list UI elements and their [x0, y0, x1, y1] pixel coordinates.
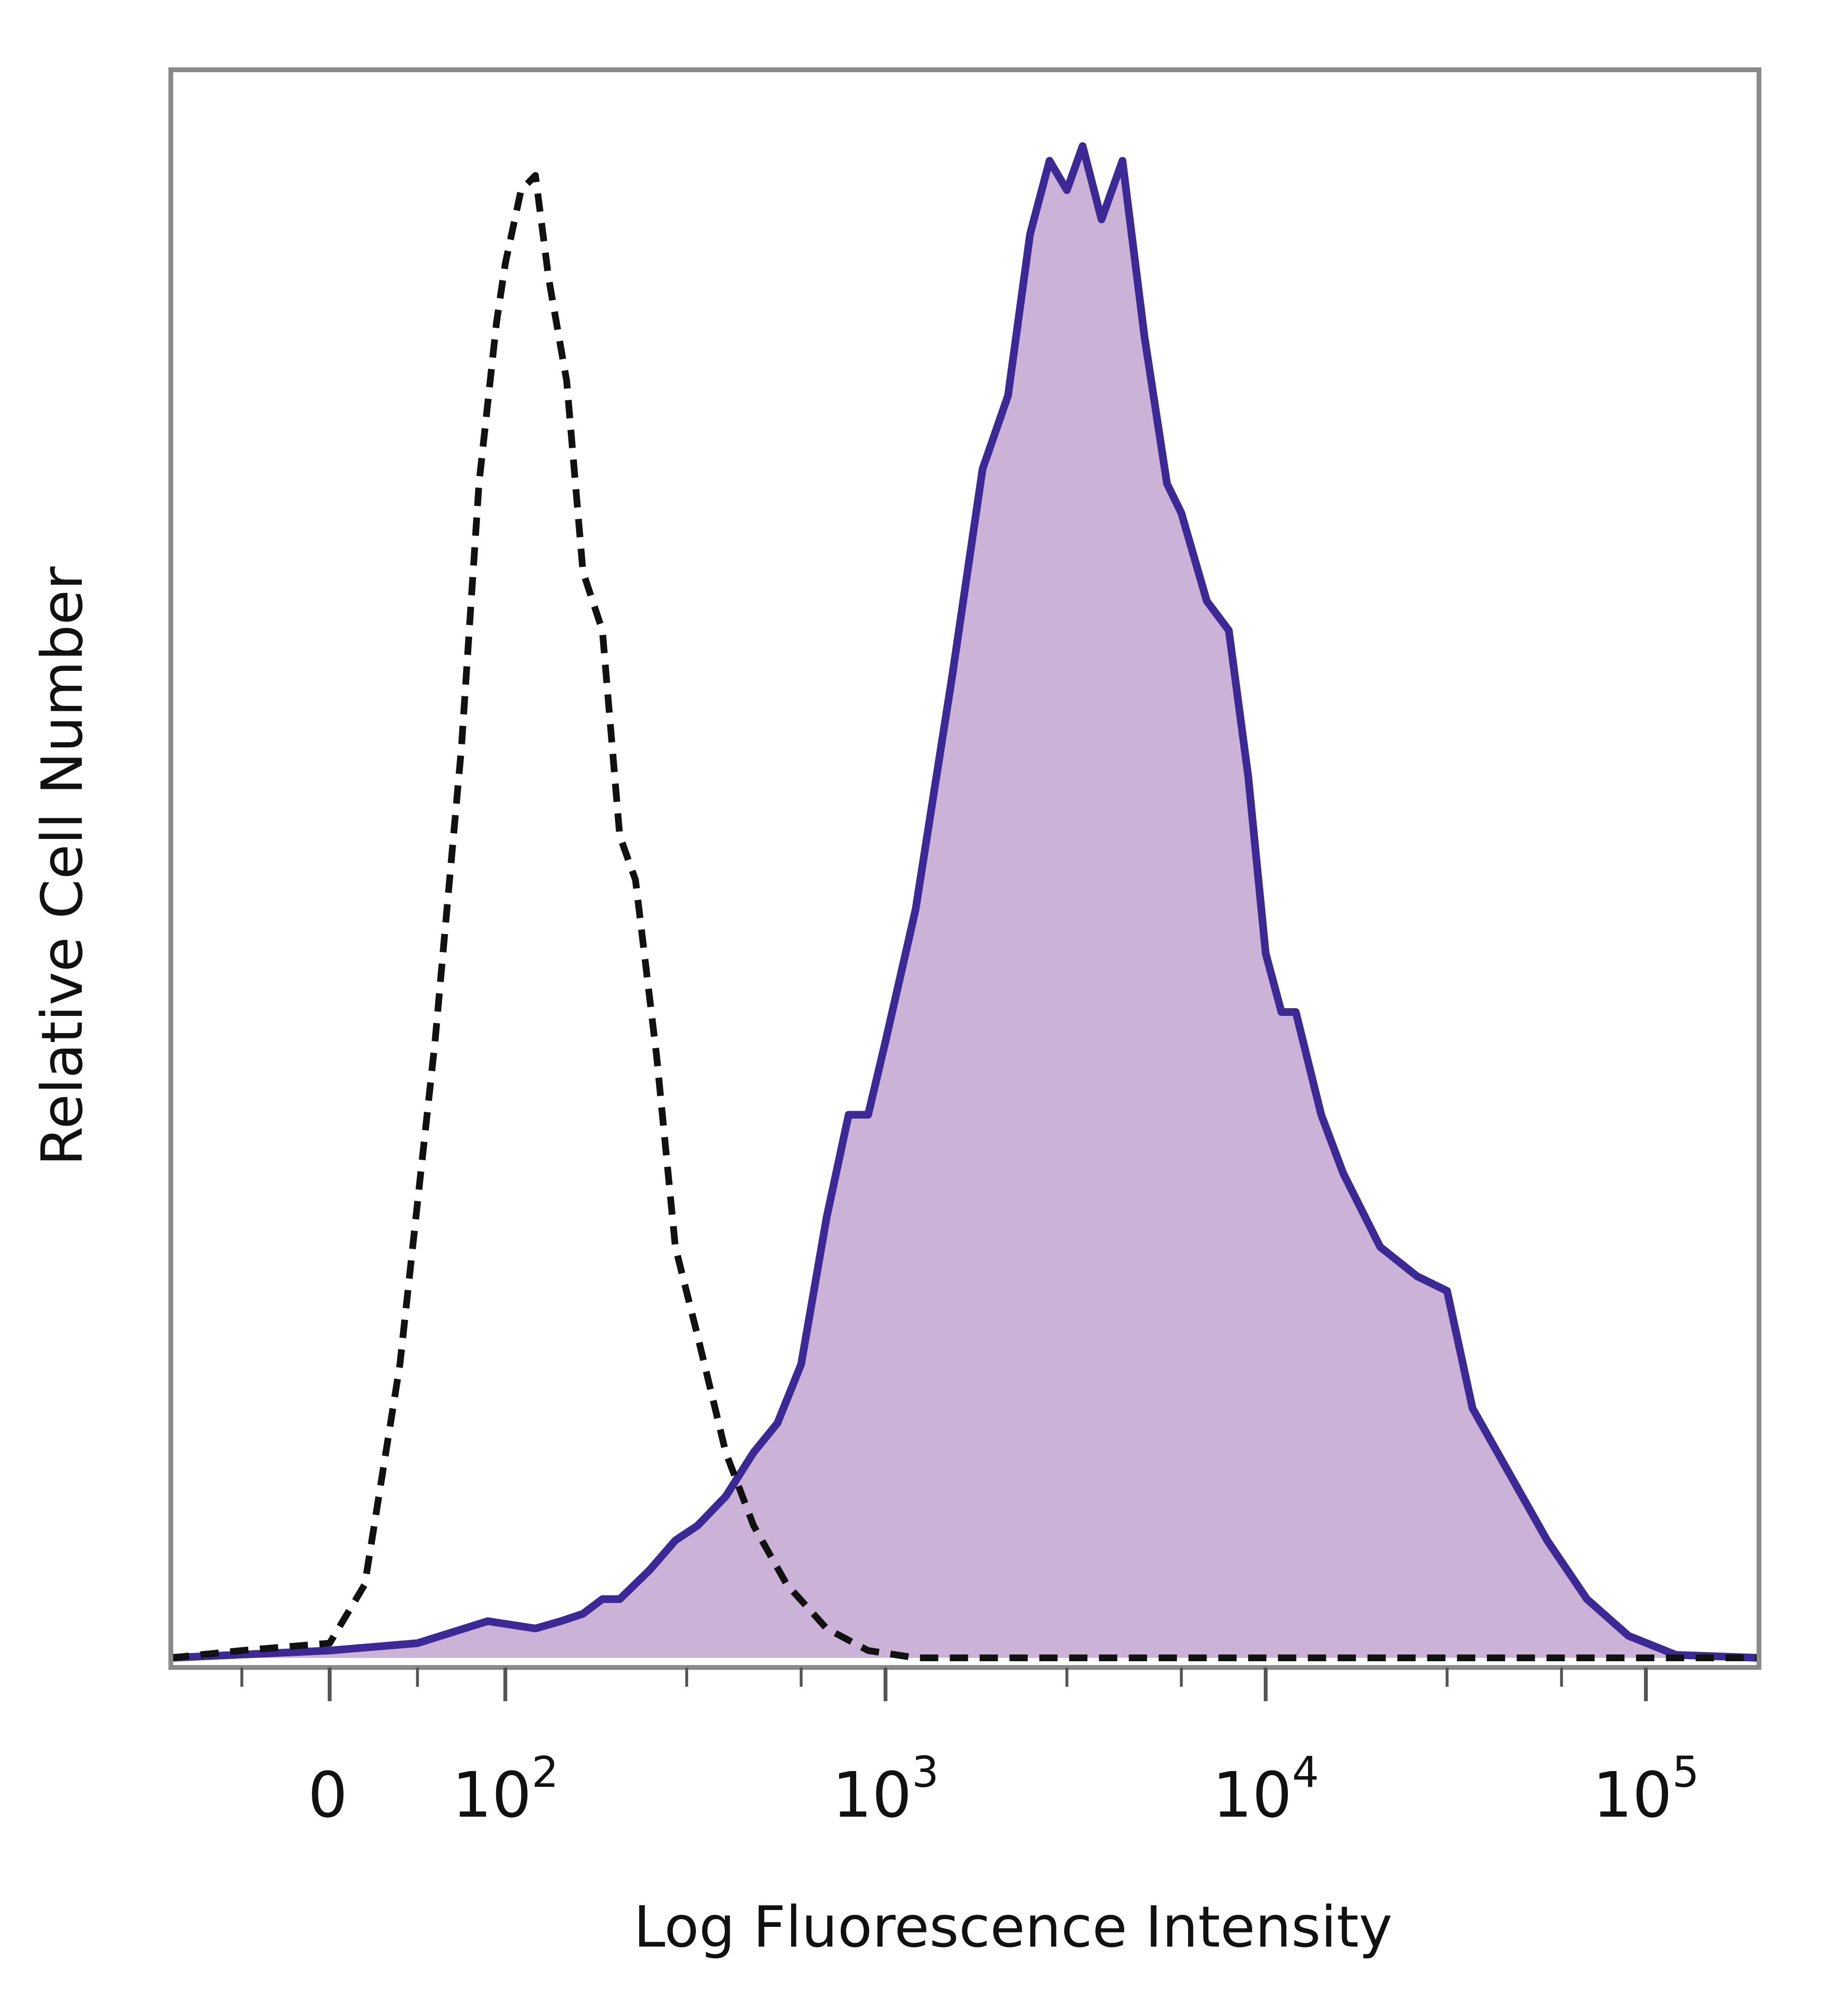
x-tick-label: 102 [452, 1747, 558, 1832]
x-tick-label-base: 10 [1592, 1758, 1672, 1832]
plot-frame [168, 67, 1761, 1670]
y-axis-title: Relative Cell Number [29, 566, 95, 1166]
x-tick-label: 103 [832, 1747, 938, 1832]
series-layer [170, 142, 1759, 1662]
x-tick-label: 104 [1212, 1747, 1319, 1832]
x-tick-label-exponent: 3 [912, 1747, 939, 1797]
x-axis: 0 102 103 104 105 [240, 1667, 1699, 1832]
x-tick-label-base: 10 [452, 1758, 531, 1832]
series-2-area [171, 146, 1759, 1658]
x-tick-label-exponent: 4 [1292, 1747, 1319, 1797]
x-tick-label-exponent: 5 [1672, 1747, 1699, 1797]
x-tick-label-base: 10 [832, 1758, 911, 1832]
x-tick-label: 0 [308, 1758, 348, 1832]
series-1-line [170, 172, 1759, 1661]
x-axis-title: Log Fluorescence Intensity [634, 1894, 1393, 1960]
x-tick-label-base: 10 [1212, 1758, 1292, 1832]
x-tick-label-base: 0 [308, 1758, 348, 1832]
x-tick-label-exponent: 2 [532, 1747, 559, 1797]
series-2-line [170, 142, 1759, 1662]
x-tick-label: 105 [1592, 1747, 1699, 1832]
